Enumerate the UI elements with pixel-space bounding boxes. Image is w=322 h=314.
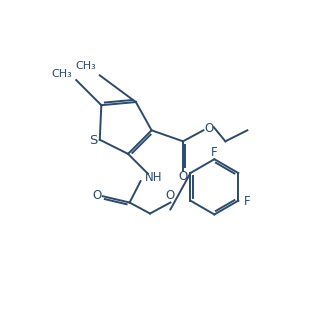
Text: O: O	[93, 189, 102, 202]
Text: O: O	[166, 189, 175, 202]
Text: F: F	[211, 146, 218, 159]
Text: O: O	[178, 170, 188, 183]
Text: O: O	[204, 122, 214, 135]
Text: F: F	[244, 195, 251, 208]
Text: CH₃: CH₃	[52, 69, 72, 79]
Text: S: S	[89, 134, 97, 147]
Text: NH: NH	[144, 171, 162, 184]
Text: CH₃: CH₃	[75, 61, 96, 71]
